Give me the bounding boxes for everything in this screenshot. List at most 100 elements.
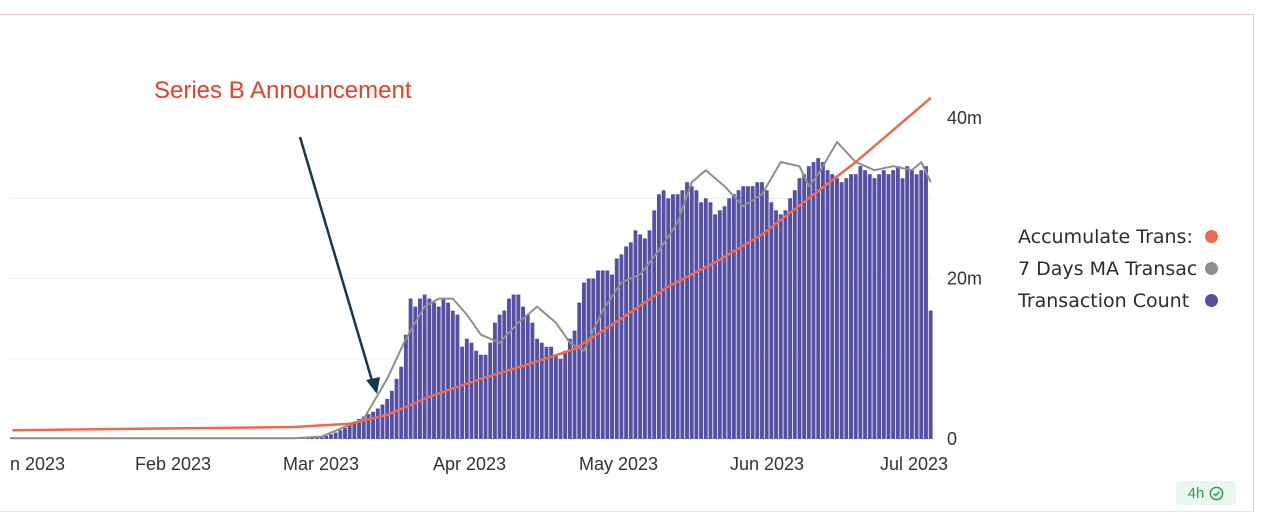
bar-transaction-count[interactable] — [436, 306, 441, 439]
bar-transaction-count[interactable] — [830, 174, 835, 440]
bar-transaction-count[interactable] — [375, 408, 380, 439]
bar-transaction-count[interactable] — [736, 190, 741, 439]
bar-transaction-count[interactable] — [839, 182, 844, 439]
bar-transaction-count[interactable] — [685, 182, 689, 439]
bar-transaction-count[interactable] — [703, 198, 708, 439]
bar-transaction-count[interactable] — [502, 310, 507, 439]
bar-transaction-count[interactable] — [778, 214, 783, 439]
bar-transaction-count[interactable] — [652, 210, 657, 439]
bar-transaction-count[interactable] — [750, 186, 755, 439]
bar-transaction-count[interactable] — [671, 194, 675, 439]
bar-transaction-count[interactable] — [464, 338, 469, 439]
bar-transaction-count[interactable] — [563, 350, 568, 439]
bar-transaction-count[interactable] — [633, 230, 638, 439]
bar-transaction-count[interactable] — [572, 330, 577, 439]
bar-transaction-count[interactable] — [610, 274, 615, 439]
bar-transaction-count[interactable] — [347, 424, 352, 439]
bar-transaction-count[interactable] — [521, 306, 525, 439]
bar-transaction-count[interactable] — [492, 322, 497, 439]
bar-transaction-count[interactable] — [403, 334, 408, 439]
bar-transaction-count[interactable] — [858, 166, 863, 439]
bar-transaction-count[interactable] — [919, 170, 924, 439]
bar-transaction-count[interactable] — [310, 437, 315, 439]
bar-transaction-count[interactable] — [849, 174, 853, 440]
bar-transaction-count[interactable] — [582, 282, 586, 439]
bar-transaction-count[interactable] — [867, 174, 872, 440]
bar-transaction-count[interactable] — [507, 298, 511, 439]
bar-transaction-count[interactable] — [792, 190, 797, 439]
bar-transaction-count[interactable] — [717, 210, 722, 439]
bar-transaction-count[interactable] — [553, 354, 558, 439]
bar-transaction-count[interactable] — [380, 404, 385, 439]
bar-transaction-count[interactable] — [432, 302, 436, 439]
bar-transaction-count[interactable] — [872, 178, 877, 439]
bar-transaction-count[interactable] — [881, 170, 886, 439]
legend-item-accumulate[interactable]: Accumulate Trans: — [1018, 226, 1228, 258]
bar-transaction-count[interactable] — [619, 254, 624, 439]
bar-transaction-count[interactable] — [446, 302, 451, 439]
bar-transaction-count[interactable] — [328, 434, 333, 439]
bar-transaction-count[interactable] — [530, 322, 535, 439]
bar-transaction-count[interactable] — [731, 194, 736, 439]
bar-transaction-count[interactable] — [324, 435, 329, 439]
line-accumulate-transactions[interactable] — [12, 96, 932, 432]
bar-transaction-count[interactable] — [675, 194, 680, 439]
bar-transaction-count[interactable] — [708, 202, 713, 439]
bar-transaction-count[interactable] — [680, 190, 685, 439]
bar-transaction-count[interactable] — [774, 210, 778, 439]
bar-transaction-count[interactable] — [455, 314, 460, 439]
bar-transaction-count[interactable] — [713, 214, 718, 439]
bar-transaction-count[interactable] — [741, 186, 746, 439]
bar-transaction-count[interactable] — [450, 310, 455, 439]
bar-transaction-count[interactable] — [811, 162, 816, 439]
bar-transaction-count[interactable] — [418, 298, 422, 439]
bar-transaction-count[interactable] — [764, 190, 769, 439]
bar-transaction-count[interactable] — [806, 166, 811, 439]
bar-transaction-count[interactable] — [352, 422, 357, 439]
bar-transaction-count[interactable] — [745, 186, 750, 439]
bar-transaction-count[interactable] — [699, 202, 704, 439]
bar-transaction-count[interactable] — [694, 190, 699, 439]
bar-transaction-count[interactable] — [614, 258, 619, 439]
bar-transaction-count[interactable] — [549, 346, 554, 439]
bar-transaction-count[interactable] — [488, 342, 493, 439]
bar-transaction-count[interactable] — [539, 342, 544, 439]
bar-transaction-count[interactable] — [661, 190, 666, 439]
bar-transaction-count[interactable] — [909, 170, 914, 439]
bar-transaction-count[interactable] — [928, 310, 933, 439]
bar-transaction-count[interactable] — [624, 246, 629, 439]
freshness-badge[interactable]: 4h — [1176, 481, 1236, 505]
bar-transaction-count[interactable] — [788, 198, 793, 439]
bar-transaction-count[interactable] — [628, 242, 633, 439]
bar-transaction-count[interactable] — [511, 294, 516, 439]
bar-transaction-count[interactable] — [666, 198, 671, 439]
bar-transaction-count[interactable] — [727, 198, 732, 439]
bar-transaction-count[interactable] — [783, 210, 788, 439]
bar-transaction-count[interactable] — [413, 306, 418, 439]
bar-transaction-count[interactable] — [900, 178, 905, 439]
bar-transaction-count[interactable] — [755, 182, 760, 439]
bar-transaction-count[interactable] — [408, 298, 413, 439]
bar-transaction-count[interactable] — [427, 298, 432, 439]
bar-transaction-count[interactable] — [797, 178, 802, 439]
line-7day-ma[interactable] — [12, 141, 932, 440]
bar-transaction-count[interactable] — [497, 314, 502, 439]
bar-transaction-count[interactable] — [605, 270, 610, 439]
bar-transaction-count[interactable] — [474, 350, 479, 439]
bar-transaction-count[interactable] — [886, 174, 891, 440]
bar-transaction-count[interactable] — [371, 411, 376, 439]
bar-transaction-count[interactable] — [357, 418, 361, 439]
bar-transaction-count[interactable] — [600, 270, 605, 439]
bar-transaction-count[interactable] — [895, 166, 900, 439]
bar-transaction-count[interactable] — [689, 186, 694, 439]
bar-transaction-count[interactable] — [835, 178, 839, 439]
bar-transaction-count[interactable] — [535, 338, 540, 439]
bar-transaction-count[interactable] — [820, 162, 825, 439]
bar-transaction-count[interactable] — [656, 194, 661, 439]
bar-transaction-count[interactable] — [722, 206, 727, 439]
bar-transaction-count[interactable] — [638, 234, 643, 439]
bar-transaction-count[interactable] — [863, 170, 868, 439]
bar-transaction-count[interactable] — [844, 178, 849, 439]
bar-transaction-count[interactable] — [333, 432, 338, 439]
bar-transaction-count[interactable] — [441, 298, 446, 439]
